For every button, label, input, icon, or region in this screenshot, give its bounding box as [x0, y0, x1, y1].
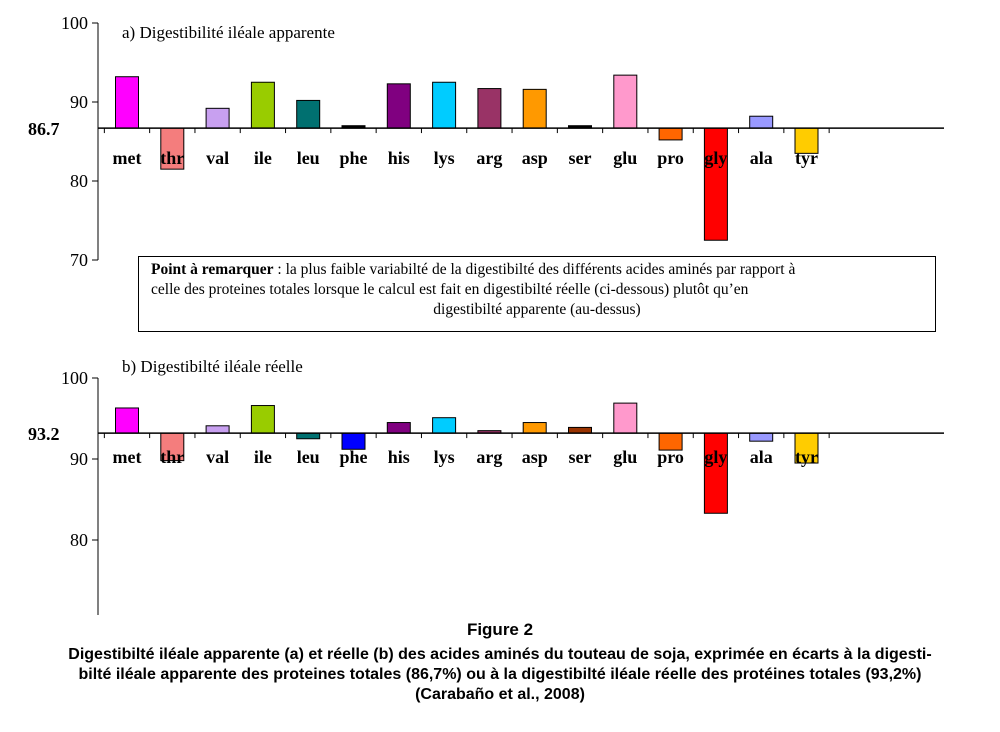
bar-gly: [703, 432, 728, 514]
category-label-lys: lys: [434, 447, 455, 467]
category-label-asp: asp: [522, 447, 548, 467]
figure-label: Figure 2: [466, 620, 534, 639]
chart-title: a) Digestibilité iléale apparente: [122, 23, 335, 42]
baseline-label: 93.2: [28, 424, 60, 444]
category-label-tyr: tyr: [795, 447, 818, 467]
caption-line-1: Digestibilté iléale apparente (a) et rée…: [68, 646, 932, 663]
category-label-gly: gly: [704, 148, 727, 168]
category-label-thr: thr: [160, 148, 184, 168]
note-line-3: digestibilté apparente (au-dessus): [433, 301, 641, 318]
y-tick-label: 70: [70, 250, 88, 270]
bar-glu: [613, 74, 638, 129]
bar-asp: [522, 422, 547, 434]
category-label-ile: ile: [254, 447, 272, 467]
category-label-glu: glu: [613, 148, 637, 168]
bar-leu: [296, 432, 321, 440]
y-tick-label: 70: [70, 611, 88, 615]
category-label-phe: phe: [339, 447, 367, 467]
bar-ala: [749, 432, 774, 442]
bar-lys: [432, 81, 457, 129]
category-label-thr: thr: [160, 447, 184, 467]
charts-canvas: 70 80 90 100 86.7 a) Digestibilité iléale app…: [28, 13, 944, 615]
note-box: Point à remarquer : la plus faible varia…: [138, 256, 936, 332]
chart-real: 70 80 90 100 93.2 b) Digestibilté iléale réel…: [28, 357, 944, 615]
y-tick-label: 80: [70, 530, 88, 550]
category-label-ser: ser: [569, 148, 592, 168]
category-label-met: met: [113, 447, 142, 467]
bar-arg: [477, 88, 502, 129]
caption-line-2: bilté iléale apparente des proteines tot…: [78, 666, 922, 683]
category-label-phe: phe: [339, 148, 367, 168]
bar-ile: [250, 81, 275, 129]
bar-ile: [250, 405, 275, 434]
y-tick-label: 100: [61, 368, 88, 388]
category-label-his: his: [388, 447, 410, 467]
bar-gly: [703, 127, 728, 241]
bar-val: [205, 107, 230, 129]
category-label-ser: ser: [569, 447, 592, 467]
category-label-val: val: [206, 447, 229, 467]
category-label-ile: ile: [254, 148, 272, 168]
bar-glu: [613, 402, 638, 434]
bar-his: [386, 83, 411, 129]
category-label-pro: pro: [657, 148, 684, 168]
bar-val: [205, 425, 230, 434]
y-tick-label: 90: [70, 92, 88, 112]
bar-asp: [522, 88, 547, 129]
caption-line-3: (Carabaño et al., 2008): [415, 686, 585, 703]
category-label-arg: arg: [476, 447, 502, 467]
category-label-met: met: [113, 148, 142, 168]
category-label-pro: pro: [657, 447, 684, 467]
category-label-val: val: [206, 148, 229, 168]
bar-pro: [658, 127, 683, 141]
category-label-gly: gly: [704, 447, 727, 467]
bar-leu: [296, 99, 321, 129]
chart-title: b) Digestibilté iléale réelle: [122, 357, 303, 376]
category-label-asp: asp: [522, 148, 548, 168]
category-label-ala: ala: [750, 148, 773, 168]
y-tick-label: 100: [61, 13, 88, 33]
category-label-lys: lys: [434, 148, 455, 168]
bar-met: [115, 76, 139, 129]
bar-lys: [432, 417, 457, 434]
bar-his: [386, 422, 411, 434]
figure-caption: Digestibilté iléale apparente (a) et rée…: [0, 645, 1000, 705]
y-tick-label: 80: [70, 171, 88, 191]
category-label-leu: leu: [297, 148, 320, 168]
y-tick-label: 90: [70, 449, 88, 469]
bar-met: [115, 407, 139, 434]
chart-apparent: 70 80 90 100 86.7 a) Digestibilité iléale app…: [28, 13, 944, 270]
category-label-leu: leu: [297, 447, 320, 467]
category-label-tyr: tyr: [795, 148, 818, 168]
category-label-his: his: [388, 148, 410, 168]
category-label-arg: arg: [476, 148, 502, 168]
category-label-glu: glu: [613, 447, 637, 467]
baseline-label: 86.7: [28, 119, 60, 139]
note-line-1: Point à remarquer : la plus faible varia…: [151, 261, 796, 278]
bar-ala: [749, 115, 774, 129]
bar-ser: [568, 426, 592, 434]
note-bold-prefix: Point à remarquer: [151, 261, 274, 278]
category-label-ala: ala: [750, 447, 773, 467]
note-line-2: celle des proteines totales lorsque le c…: [151, 281, 749, 298]
